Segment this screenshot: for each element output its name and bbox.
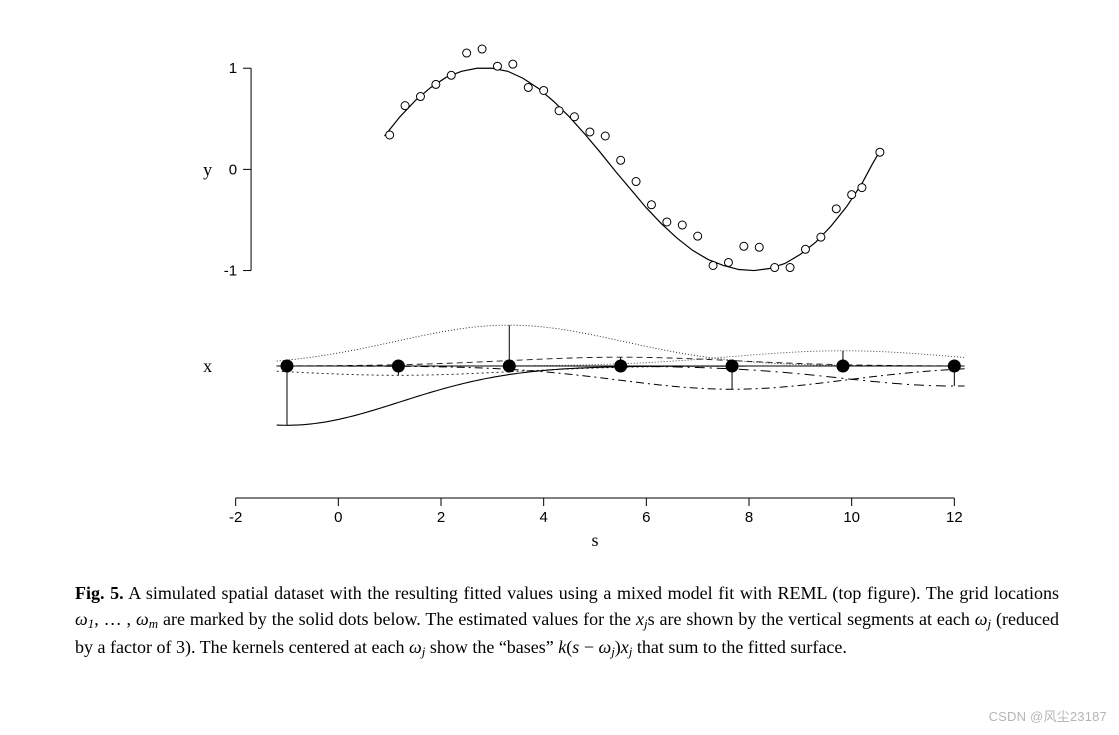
data-point — [786, 264, 794, 272]
data-point — [432, 80, 440, 88]
data-point — [617, 156, 625, 164]
x-axis-label: s — [591, 530, 598, 550]
data-point — [570, 113, 578, 121]
data-point — [709, 261, 717, 269]
data-point — [801, 245, 809, 253]
omega-dot — [614, 360, 627, 373]
figure-page: -1 0 1 y x -2 0 2 4 6 8 10 12 s Fig. 5. A simulated s… — [0, 0, 1119, 735]
data-point — [678, 221, 686, 229]
data-point — [540, 86, 548, 94]
data-point — [724, 258, 732, 266]
data-point — [663, 218, 671, 226]
data-point — [817, 233, 825, 241]
x-tick-label: 12 — [946, 509, 963, 526]
data-point — [647, 201, 655, 209]
data-point — [493, 62, 501, 70]
data-point — [876, 148, 884, 156]
omega-dot — [948, 360, 961, 373]
x-tick-label: 4 — [539, 509, 547, 526]
data-point — [586, 128, 594, 136]
data-point — [694, 232, 702, 240]
data-point — [386, 131, 394, 139]
y-axis-label: y — [203, 159, 212, 179]
data-point — [416, 93, 424, 101]
data-point — [632, 178, 640, 186]
x-tick-label: 0 — [334, 509, 342, 526]
x-tick-label: 2 — [437, 509, 445, 526]
x-tick-label: 8 — [745, 509, 753, 526]
fitted-curve — [385, 68, 880, 270]
x-tick-label: 6 — [642, 509, 650, 526]
data-point — [755, 243, 763, 251]
data-point — [601, 132, 609, 140]
data-point — [848, 191, 856, 199]
caption-prefix: Fig. 5. — [75, 583, 124, 603]
watermark-text: CSDN @风尘23187 — [989, 706, 1107, 725]
figure-caption: Fig. 5. A simulated spatial dataset with… — [75, 580, 1059, 662]
data-point — [463, 49, 471, 57]
y-tick-label: 0 — [229, 161, 237, 178]
data-point — [524, 83, 532, 91]
data-point — [401, 102, 409, 110]
plot-svg: -1 0 1 y x -2 0 2 4 6 8 10 12 s — [130, 20, 1000, 560]
data-point — [555, 107, 563, 115]
data-point — [858, 184, 866, 192]
omega-dot — [726, 360, 739, 373]
data-point — [478, 45, 486, 53]
y-tick-label: -1 — [224, 263, 237, 280]
x-row-label: x — [203, 356, 212, 376]
x-tick-label: -2 — [229, 509, 242, 526]
data-point — [447, 71, 455, 79]
plot-container: -1 0 1 y x -2 0 2 4 6 8 10 12 s — [130, 20, 1000, 560]
omega-dot — [836, 360, 849, 373]
data-point — [771, 264, 779, 272]
y-tick-label: 1 — [229, 60, 237, 77]
omega-dot — [281, 360, 294, 373]
omega-dot — [503, 360, 516, 373]
data-point — [509, 60, 517, 68]
data-point — [832, 205, 840, 213]
omega-dot — [392, 360, 405, 373]
x-tick-label: 10 — [843, 509, 860, 526]
basis-kernel — [277, 366, 965, 425]
data-point — [740, 242, 748, 250]
caption-body: A simulated spatial dataset with the res… — [75, 583, 1059, 657]
